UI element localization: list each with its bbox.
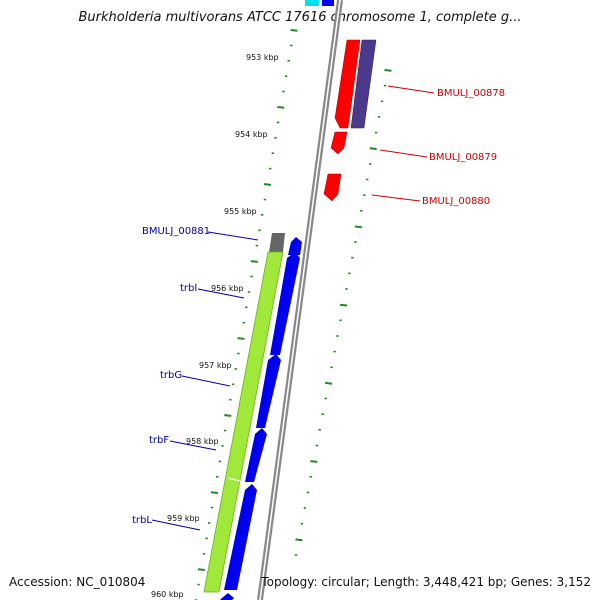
tick-label-960: 960 kbp bbox=[151, 590, 184, 599]
operon-band bbox=[203, 251, 284, 593]
gene-label-BMULJ_00879[interactable]: BMULJ_00879 bbox=[429, 152, 497, 163]
feature-trbL[interactable] bbox=[224, 484, 257, 590]
tick-label-956: 956 kbp bbox=[211, 284, 244, 293]
tick-track-right bbox=[294, 69, 392, 556]
blue-feature-fragment[interactable] bbox=[322, 0, 334, 6]
right-track-tick-mark bbox=[354, 225, 362, 229]
feature-partial-bottom[interactable] bbox=[220, 593, 234, 600]
cyan-feature-fragment[interactable] bbox=[305, 0, 319, 6]
tick-label-959: 959 kbp bbox=[167, 514, 200, 523]
left-track-tick-mark bbox=[263, 183, 272, 186]
leader-trbF bbox=[169, 440, 217, 451]
right-track-tick-mark bbox=[384, 69, 392, 72]
feature-trbI[interactable] bbox=[270, 252, 300, 355]
left-track-tick-mark bbox=[277, 106, 285, 109]
tick-label-953: 953 kbp bbox=[246, 53, 279, 62]
tick-label-954: 954 kbp bbox=[235, 130, 268, 139]
right-track-tick-mark bbox=[295, 538, 303, 542]
left-track-tick-mark bbox=[197, 568, 205, 571]
leader-BMULJ_00881 bbox=[207, 231, 259, 241]
gene-label-trbF[interactable]: trbF bbox=[149, 435, 169, 446]
leader-trbG bbox=[181, 375, 231, 387]
left-track-tick-mark bbox=[237, 337, 245, 340]
accession-text: Accession: NC_010804 bbox=[9, 575, 146, 589]
feature-BMULJ_00881-cap[interactable] bbox=[269, 233, 285, 252]
gene-label-BMULJ_00881[interactable]: BMULJ_00881 bbox=[142, 226, 210, 237]
leader-BMULJ_00878 bbox=[387, 85, 435, 94]
left-track-tick-mark bbox=[224, 414, 232, 417]
right-track-tick-mark bbox=[339, 303, 348, 307]
gene-label-trbI[interactable]: trbI bbox=[180, 283, 197, 294]
chromosome-backbone-core bbox=[259, 0, 341, 600]
right-track-tick-mark bbox=[324, 381, 333, 385]
right-track-tick-mark bbox=[310, 460, 318, 463]
map-title: Burkholderia multivorans ATCC 17616 chro… bbox=[78, 10, 522, 25]
gene-label-trbG[interactable]: trbG bbox=[160, 370, 182, 381]
tick-label-955: 955 kbp bbox=[224, 207, 257, 216]
right-track-tick-mark bbox=[369, 147, 377, 150]
tick-track-left bbox=[194, 29, 298, 600]
feature-BMULJ_00880[interactable] bbox=[323, 173, 342, 202]
leader-BMULJ_00879 bbox=[379, 149, 428, 158]
tick-label-957: 957 kbp bbox=[199, 361, 232, 370]
tick-label-958: 958 kbp bbox=[186, 437, 219, 446]
left-track-tick-mark bbox=[250, 260, 258, 263]
left-track-tick-mark bbox=[290, 29, 298, 32]
gene-label-trbL[interactable]: trbL bbox=[132, 515, 152, 526]
feature-trbF[interactable] bbox=[245, 428, 267, 482]
rna-feature-purple[interactable] bbox=[350, 39, 377, 129]
gene-label-BMULJ_00878[interactable]: BMULJ_00878 bbox=[437, 88, 505, 99]
feature-BMULJ_00881[interactable] bbox=[288, 237, 302, 255]
feature-trbG[interactable] bbox=[256, 354, 281, 428]
leader-BMULJ_00880 bbox=[371, 194, 421, 202]
leader-trbL bbox=[151, 519, 201, 531]
operon-band-split bbox=[227, 477, 241, 482]
left-track-tick-mark bbox=[210, 491, 219, 494]
feature-BMULJ_00879[interactable] bbox=[330, 131, 348, 155]
gene-label-BMULJ_00880[interactable]: BMULJ_00880 bbox=[422, 196, 490, 207]
feature-BMULJ_00878[interactable] bbox=[334, 39, 361, 129]
leader-trbI bbox=[197, 288, 245, 299]
topology-text: Topology: circular; Length: 3,448,421 bp… bbox=[261, 575, 591, 589]
